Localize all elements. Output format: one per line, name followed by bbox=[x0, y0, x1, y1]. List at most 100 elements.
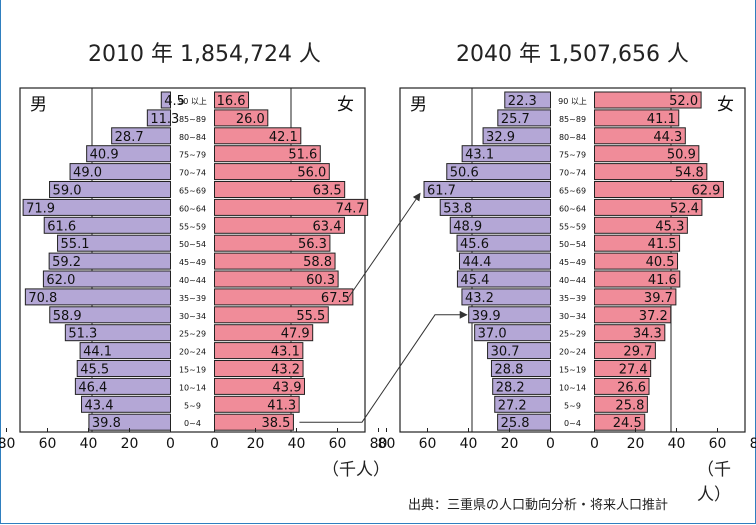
female-bar-2010-11 bbox=[214, 288, 354, 306]
male-value-2010-11: 70.8 bbox=[28, 291, 57, 306]
male-value-2010-10: 62.0 bbox=[46, 273, 75, 288]
male-value-2040-15: 28.8 bbox=[494, 363, 523, 378]
male-value-2040-17: 27.2 bbox=[498, 398, 527, 413]
age-label-2040-0: 90 以上 bbox=[558, 97, 587, 106]
male-bar-2040-14 bbox=[487, 342, 552, 360]
female-bar-2010-15 bbox=[214, 360, 304, 377]
male-value-2010-8: 55.1 bbox=[61, 237, 90, 252]
age-label-2040-18: 0~4 bbox=[564, 419, 581, 428]
age-label-2010-9: 45~49 bbox=[179, 258, 206, 267]
female-value-2040-6: 52.4 bbox=[670, 201, 699, 216]
x-tick-2040-8: 80 bbox=[750, 436, 756, 452]
age-label-2010-1: 85~89 bbox=[179, 115, 206, 124]
male-bar-2010-16 bbox=[74, 377, 171, 395]
x-tick-2010-5: 20 bbox=[247, 436, 265, 452]
male-bar-2040-13 bbox=[474, 324, 551, 342]
female-value-2010-10: 60.3 bbox=[306, 273, 335, 288]
male-value-2010-17: 43.4 bbox=[85, 398, 114, 413]
x-tick-2040-1: 60 bbox=[419, 436, 437, 452]
age-label-2010-6: 60~64 bbox=[179, 204, 206, 213]
male-bar-2010-4 bbox=[69, 163, 171, 181]
male-value-2010-14: 44.1 bbox=[83, 345, 112, 360]
x-tick-2040-7: 60 bbox=[709, 436, 727, 452]
male-value-2010-9: 59.2 bbox=[52, 255, 81, 270]
female-value-2040-15: 27.4 bbox=[619, 363, 648, 378]
male-value-2040-5: 61.7 bbox=[427, 184, 456, 199]
male-value-2010-1: 11.3 bbox=[150, 112, 179, 127]
female-bar-2040-11 bbox=[594, 288, 677, 306]
male-value-2010-0: 4.5 bbox=[164, 94, 185, 109]
male-value-2010-12: 58.9 bbox=[53, 309, 82, 324]
male-label-2040: 男 bbox=[410, 95, 427, 115]
age-label-2040-6: 60~64 bbox=[559, 204, 586, 213]
female-bar-2040-1 bbox=[594, 109, 680, 127]
male-bar-2010-6 bbox=[22, 198, 172, 216]
female-bar-2010-8 bbox=[214, 234, 331, 252]
female-value-2040-11: 39.7 bbox=[644, 291, 673, 306]
age-label-2010-12: 30~34 bbox=[179, 312, 206, 321]
male-bar-2040-15 bbox=[490, 360, 551, 377]
unit-label-2010: （千人） bbox=[322, 460, 390, 480]
cohort-arrows bbox=[299, 192, 468, 423]
age-label-2040-2: 80~84 bbox=[559, 133, 586, 142]
male-bar-2040-2 bbox=[482, 127, 551, 145]
female-value-2010-2: 42.1 bbox=[269, 130, 298, 145]
age-label-2040-17: 5~9 bbox=[564, 401, 581, 410]
male-bar-2040-8 bbox=[456, 234, 551, 252]
female-bar-2040-2 bbox=[594, 127, 686, 145]
age-label-2010-13: 25~29 bbox=[179, 330, 206, 339]
x-tick-2010-0: 80 bbox=[0, 436, 15, 452]
female-bar-2010-4 bbox=[214, 163, 330, 181]
male-value-2010-16: 46.4 bbox=[78, 380, 107, 395]
x-tick-2010-8: 80 bbox=[370, 436, 388, 452]
female-bar-2040-15 bbox=[594, 360, 652, 377]
male-bar-2040-7 bbox=[449, 216, 552, 234]
age-label-2010-2: 80~84 bbox=[179, 133, 206, 142]
male-bar-2010-15 bbox=[76, 360, 171, 377]
age-label-2040-11: 35~39 bbox=[559, 294, 586, 303]
female-bar-2010-6 bbox=[214, 198, 369, 216]
female-value-2040-7: 45.3 bbox=[655, 219, 684, 234]
female-bar-2010-2 bbox=[214, 127, 302, 145]
age-label-2040-5: 65~69 bbox=[559, 187, 586, 196]
female-bar-2040-13 bbox=[594, 324, 666, 342]
female-value-2010-9: 58.8 bbox=[303, 255, 332, 270]
x-tick-2040-0: 80 bbox=[378, 436, 396, 452]
male-bar-2010-1 bbox=[146, 109, 172, 127]
female-bar-2010-13 bbox=[214, 324, 314, 342]
plot-frame-2010 bbox=[19, 87, 366, 433]
x-tick-2010-7: 60 bbox=[329, 436, 347, 452]
male-bar-2010-2 bbox=[111, 127, 171, 145]
male-value-2040-13: 37.0 bbox=[478, 327, 507, 342]
age-label-2010-17: 5~9 bbox=[184, 401, 201, 410]
female-value-2010-17: 41.3 bbox=[267, 398, 296, 413]
female-bar-2010-12 bbox=[214, 306, 329, 324]
male-value-2010-2: 28.7 bbox=[115, 130, 144, 145]
female-value-2010-18: 38.5 bbox=[261, 416, 290, 431]
male-bar-2010-14 bbox=[79, 342, 171, 360]
pyramid-2040: 男 女 90 以上 22.3 52.0 85~89 25.7 41.1 80~84 32.9 44.… bbox=[378, 87, 756, 452]
age-label-2040-7: 55~59 bbox=[559, 222, 586, 231]
cohort-arrow-1 bbox=[348, 192, 421, 298]
age-label-2010-18: 0~4 bbox=[184, 419, 201, 428]
male-bar-2010-11 bbox=[24, 288, 171, 306]
age-label-2040-10: 40~44 bbox=[559, 276, 586, 285]
female-bar-2040-9 bbox=[594, 252, 679, 270]
age-label-2010-16: 10~14 bbox=[179, 383, 206, 392]
female-value-2010-1: 26.0 bbox=[236, 112, 265, 127]
male-value-2040-1: 25.7 bbox=[501, 112, 530, 127]
male-value-2040-3: 43.1 bbox=[465, 148, 494, 163]
age-label-2040-13: 25~29 bbox=[559, 330, 586, 339]
x-tick-2010-1: 60 bbox=[39, 436, 57, 452]
male-bar-2040-9 bbox=[458, 252, 552, 270]
male-bar-2010-13 bbox=[64, 324, 171, 342]
female-bar-2010-0 bbox=[214, 91, 250, 109]
female-value-2010-11: 67.5 bbox=[321, 291, 350, 306]
female-label-2010: 女 bbox=[337, 95, 354, 115]
female-bar-2040-12 bbox=[594, 306, 672, 324]
female-value-2010-6: 74.7 bbox=[336, 201, 365, 216]
female-value-2040-9: 40.5 bbox=[646, 255, 675, 270]
male-bar-2010-5 bbox=[49, 181, 171, 198]
